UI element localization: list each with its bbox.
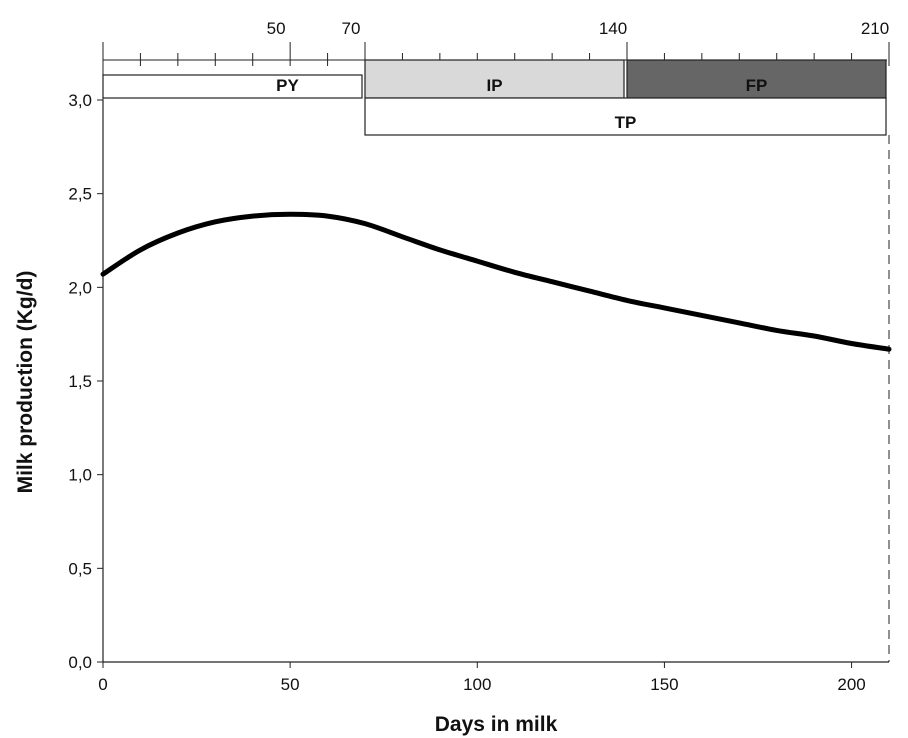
- period-bar-label-ip: IP: [486, 76, 502, 95]
- period-bar-ip: [364, 59, 625, 99]
- top-tick-label-0: 50: [267, 19, 286, 38]
- lactation-curve-line: [100, 211, 892, 352]
- period-bar-label-fp: FP: [746, 76, 768, 95]
- x-tick-label-0: 0: [98, 675, 107, 694]
- x-axis-title: Days in milk: [435, 713, 558, 736]
- x-tick-label-4: 200: [837, 675, 865, 694]
- x-tick-label-2: 100: [463, 675, 491, 694]
- x-tick-label-3: 150: [650, 675, 678, 694]
- x-tick-label-1: 50: [281, 675, 300, 694]
- period-bar-label-tp: TP: [615, 113, 637, 132]
- y-tick-label-3: 1,5: [68, 372, 92, 391]
- period-bar-tp: [364, 97, 887, 136]
- period-bar-label-py: PY: [276, 76, 299, 95]
- top-tick-label-1: 70: [342, 19, 361, 38]
- series-layer: [100, 135, 892, 662]
- y-tick-label-4: 2,0: [68, 278, 92, 297]
- period-bar-py: [102, 74, 363, 99]
- y-axis-title: Milk production (Kg/d): [14, 271, 37, 494]
- top-tick-label-3: 210: [861, 19, 889, 38]
- y-tick-label-0: 0,0: [68, 653, 92, 672]
- axes: 0 50 100 150 200 0,0 0,5 1,0 1,5 2,0 2,5 3,0: [68, 91, 889, 694]
- period-bars: PY IP FP TP: [102, 59, 887, 136]
- y-tick-label-6: 3,0: [68, 91, 92, 110]
- y-tick-label-2: 1,0: [68, 466, 92, 485]
- y-tick-label-1: 0,5: [68, 559, 92, 578]
- top-tick-label-2: 140: [599, 19, 627, 38]
- y-tick-label-5: 2,5: [68, 185, 92, 204]
